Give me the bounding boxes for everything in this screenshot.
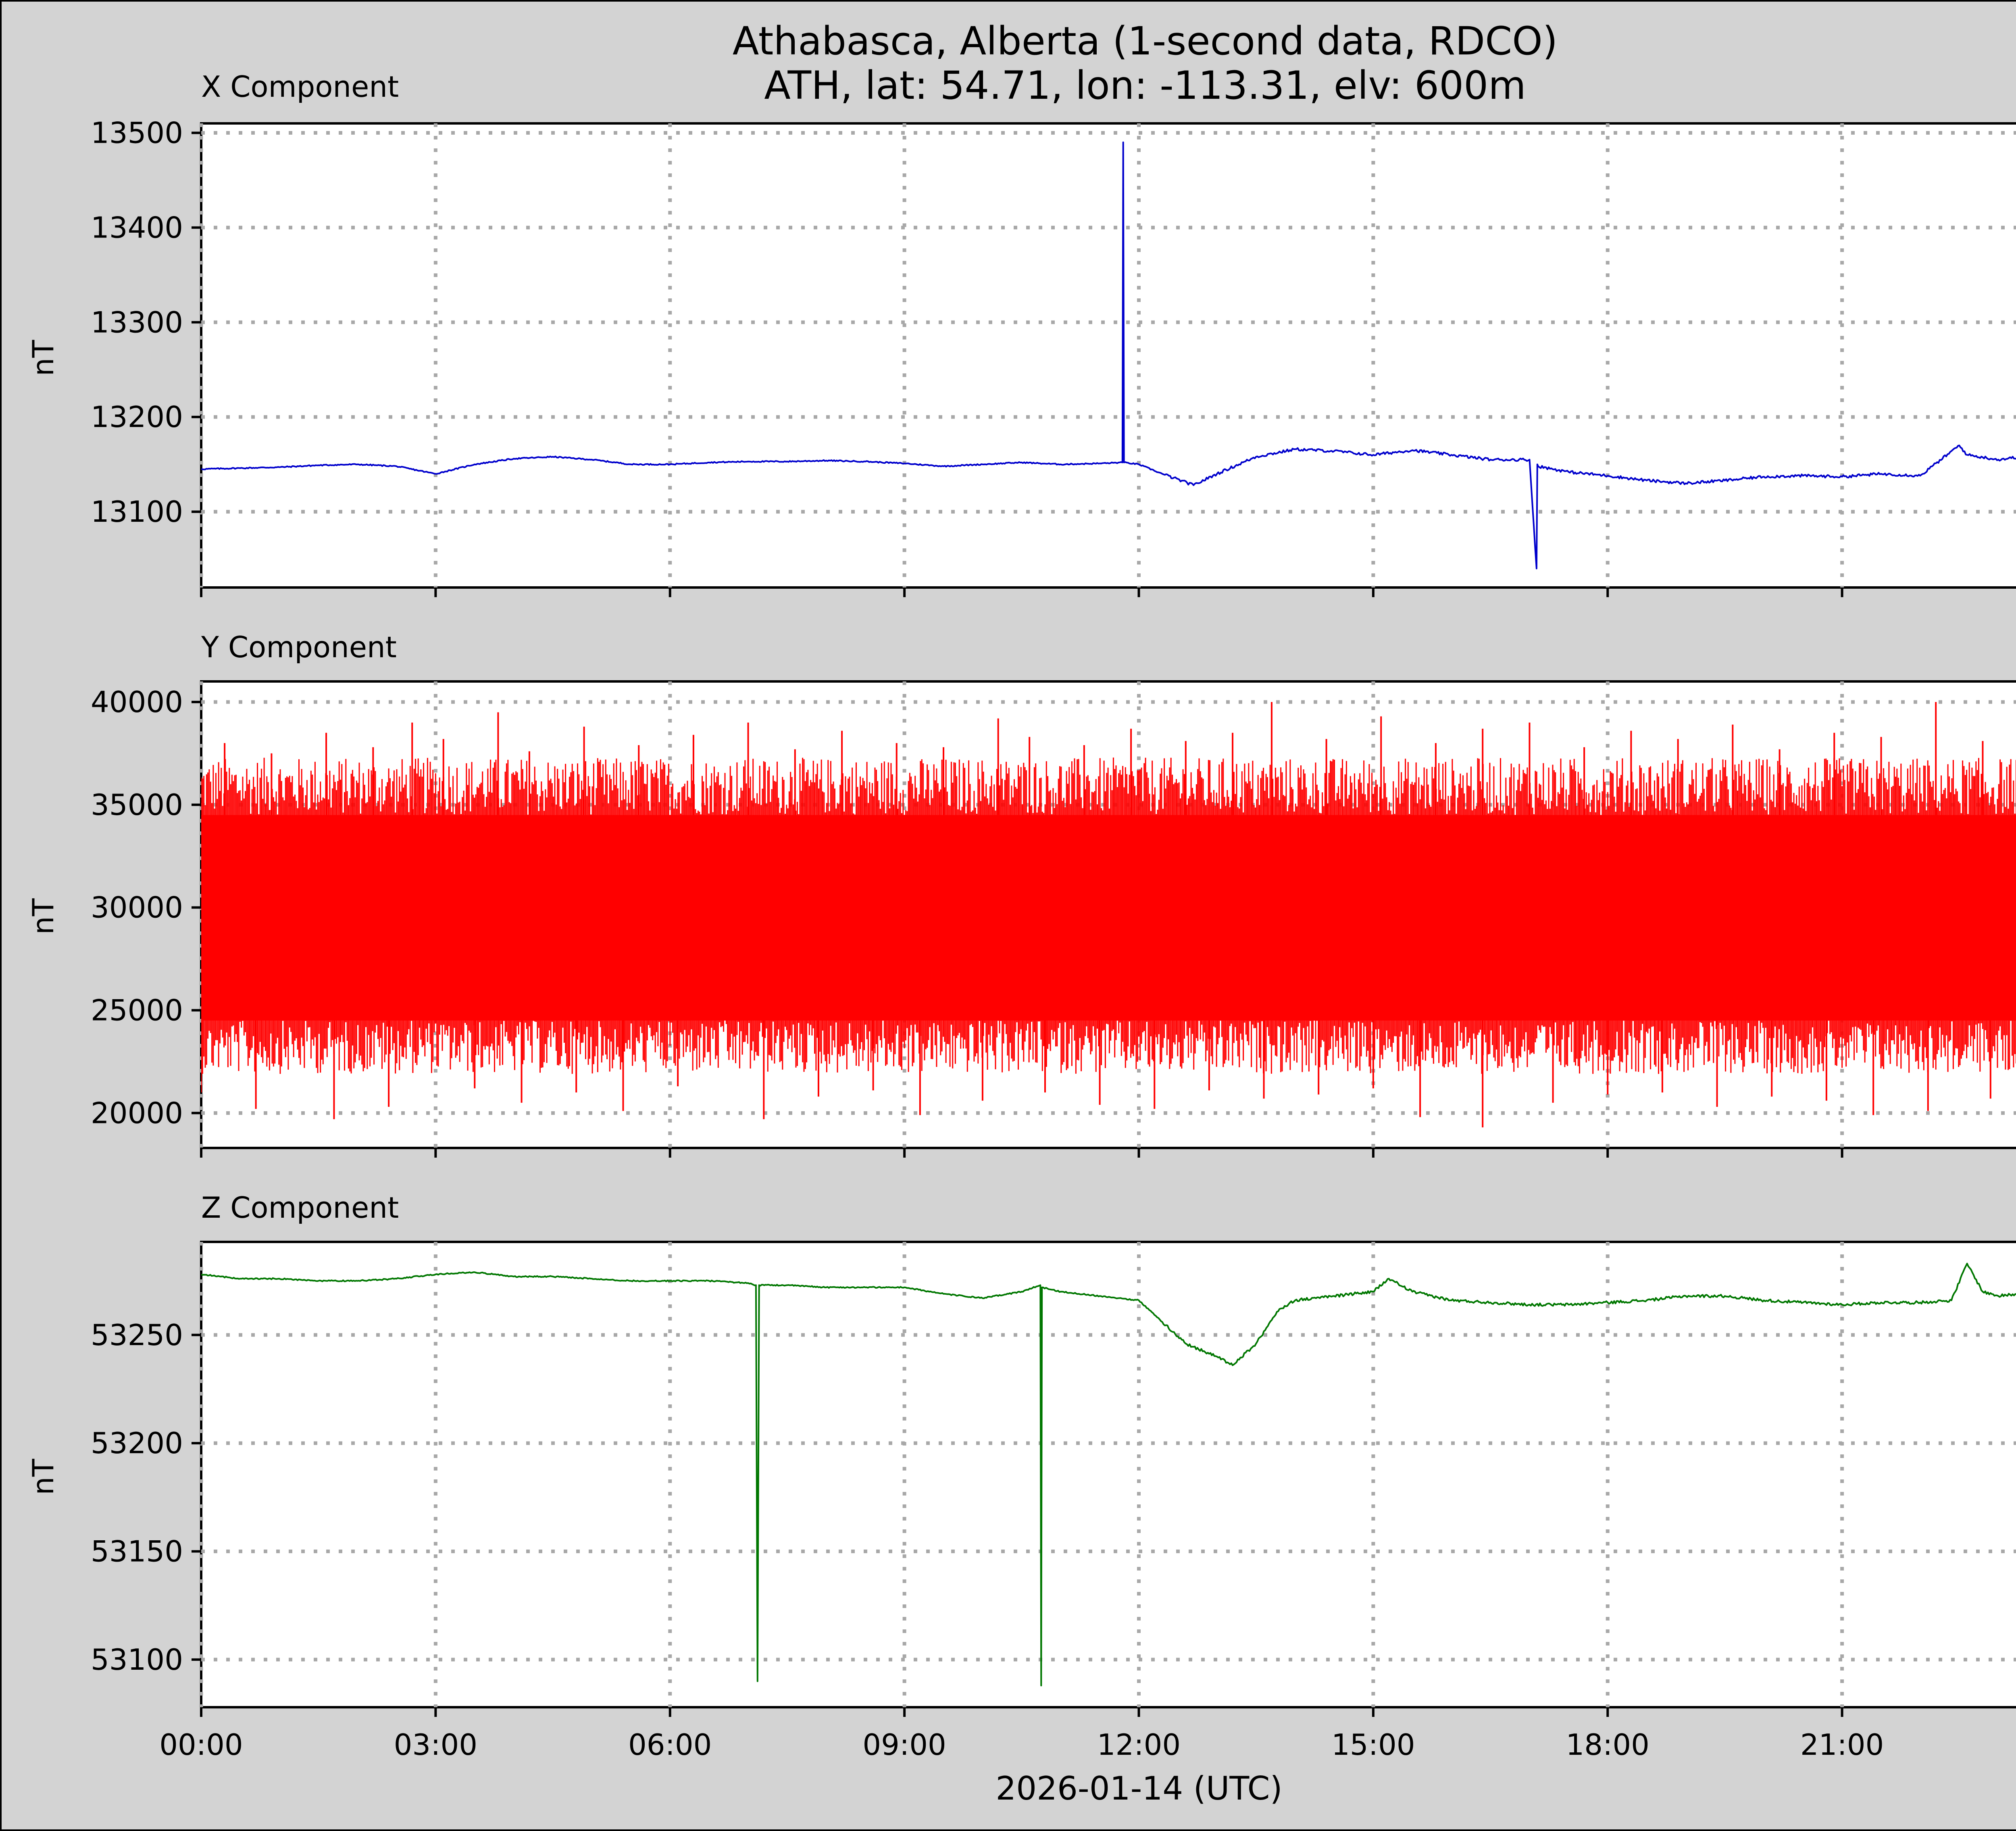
panel-x-plot-area — [200, 122, 2016, 589]
panel-x-ytick-label: 13200 — [91, 400, 183, 434]
x-tick-label: 06:00 — [628, 1728, 712, 1762]
x-tick-label: 09:00 — [862, 1728, 946, 1762]
panel-z-ylabel: nT — [26, 1458, 60, 1495]
x-tick-label: 03:00 — [394, 1728, 478, 1762]
panel-y-ytick-label: 40000 — [91, 685, 183, 719]
panel-y-ytick-label: 30000 — [91, 891, 183, 925]
panel-y-ytick-label: 20000 — [91, 1096, 183, 1130]
panel-z-line — [201, 1262, 2016, 1687]
panel-y-noise-strokes — [201, 757, 2016, 1074]
panel-x-ytick-label: 13100 — [91, 495, 183, 529]
chart-title: Athabasca, Alberta (1-second data, RDCO) — [733, 19, 1558, 64]
panel-z-ytick-label: 53150 — [91, 1535, 183, 1569]
panel-y-series — [201, 702, 2016, 1128]
x-tick-label: 00:00 — [159, 1728, 243, 1762]
panel-y-ytick-label: 25000 — [91, 994, 183, 1027]
panel-x: X Component nT 13100 13200 13300 13400 13500 — [26, 70, 2016, 597]
panel-z-plot-area — [200, 1241, 2016, 1708]
x-tick-labels: 00:00 03:00 06:00 09:00 12:00 15:00 18:00 21:00 — [159, 1728, 1884, 1762]
panel-x-series — [201, 142, 2016, 569]
panel-x-ytick-label: 13300 — [91, 305, 183, 339]
panel-x-ytick-label: 13500 — [91, 116, 183, 150]
panel-x-ylabel: nT — [26, 340, 60, 376]
panel-z-ytick-label: 53100 — [91, 1643, 183, 1677]
panel-z-ytick-label: 53200 — [91, 1426, 183, 1460]
x-tick-label: 12:00 — [1097, 1728, 1181, 1762]
panel-y: Y Component nT 20000 25000 30000 35000 40000 — [26, 630, 2016, 1158]
panel-y-ylabel: nT — [26, 898, 60, 935]
panel-z-series — [201, 1262, 2016, 1687]
panel-z: Z Component nT 53100 53150 53200 53250 — [26, 1191, 2016, 1717]
panel-y-ytick-label: 35000 — [91, 788, 183, 822]
panel-y-title: Y Component — [201, 630, 397, 664]
x-tick-label: 21:00 — [1800, 1728, 1884, 1762]
panel-x-line — [201, 142, 2016, 569]
x-tick-label: 15:00 — [1331, 1728, 1415, 1762]
panel-z-ytick-label: 53250 — [91, 1318, 183, 1352]
x-tick-label: 18:00 — [1566, 1728, 1650, 1762]
panel-x-title: X Component — [201, 70, 399, 104]
panel-x-ytick-label: 13400 — [91, 210, 183, 244]
chart-subtitle: ATH, lat: 54.71, lon: -113.31, elv: 600m — [764, 63, 1526, 108]
x-axis-label: 2026-01-14 (UTC) — [996, 1770, 1282, 1807]
panel-z-title: Z Component — [201, 1191, 399, 1225]
